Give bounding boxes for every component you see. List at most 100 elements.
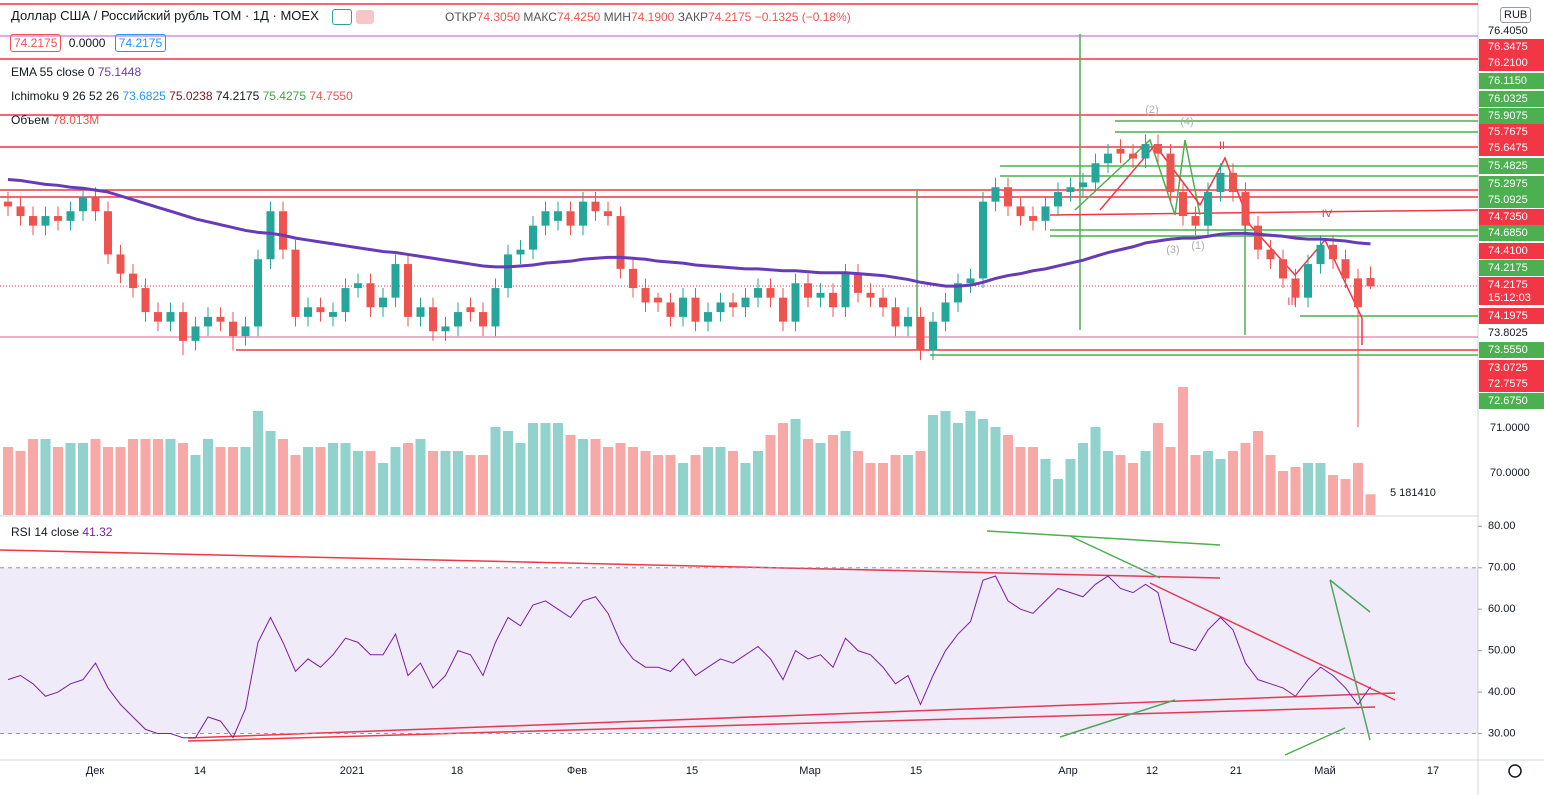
rsi-band bbox=[0, 567, 1478, 734]
volume-bar bbox=[1128, 463, 1138, 515]
wave-path bbox=[1074, 138, 1201, 216]
volume-bar bbox=[1265, 455, 1276, 515]
candle-body bbox=[1004, 187, 1012, 207]
candle-body bbox=[1291, 278, 1300, 298]
volume-bar bbox=[90, 439, 101, 515]
candle-body bbox=[1279, 259, 1287, 279]
volume-bar bbox=[290, 455, 301, 515]
label: ЗАКР bbox=[677, 10, 708, 24]
volume-bar bbox=[1315, 463, 1326, 515]
volume-bar bbox=[690, 455, 701, 515]
wave-label: (1) bbox=[1191, 240, 1204, 252]
volume-bar bbox=[1303, 463, 1313, 515]
symbol[interactable]: Доллар США / Российский рубль TOM · 1Д ·… bbox=[11, 8, 319, 23]
volume-axis-label: 70.0000 bbox=[1490, 467, 1530, 479]
price-marker-bg bbox=[1479, 209, 1544, 225]
volume-bar bbox=[903, 455, 913, 515]
label: EMA 55 close 0 bbox=[11, 65, 95, 79]
candle-body bbox=[929, 321, 937, 351]
price-marker-bg bbox=[1479, 243, 1544, 259]
volume-bar bbox=[378, 463, 388, 515]
candle-body bbox=[941, 302, 950, 322]
volume-bar bbox=[428, 451, 438, 515]
volume-bar bbox=[490, 427, 501, 515]
label: Ichimoku 9 26 52 26 bbox=[11, 89, 120, 103]
price-marker-bg bbox=[1479, 73, 1544, 89]
status-icon[interactable] bbox=[332, 8, 353, 25]
volume-bar bbox=[1203, 451, 1213, 515]
volume-bar bbox=[878, 463, 888, 515]
candle-body bbox=[441, 326, 450, 332]
settings-icon[interactable] bbox=[1508, 764, 1522, 778]
volume-bar bbox=[328, 443, 338, 515]
time-label: Май bbox=[1314, 765, 1336, 777]
price-marker: 75.6475 bbox=[1488, 142, 1528, 154]
volume-bar bbox=[78, 443, 88, 515]
currency-button[interactable]: RUB bbox=[1500, 7, 1532, 23]
volume-bar bbox=[965, 411, 976, 515]
volume-bar bbox=[578, 439, 588, 515]
volume-bar bbox=[803, 439, 813, 515]
volume-bar bbox=[740, 463, 751, 515]
value: 78.013M bbox=[52, 113, 100, 127]
price-marker-bg bbox=[1479, 55, 1544, 71]
candle-body bbox=[579, 201, 587, 226]
candle-body bbox=[1341, 259, 1350, 279]
value: 73.6825 bbox=[122, 89, 166, 103]
price-marker: 74.7350 bbox=[1488, 211, 1528, 223]
time-label: 15 bbox=[686, 765, 698, 777]
rsi-drawing bbox=[0, 549, 1221, 579]
candle-body bbox=[1066, 187, 1075, 193]
candle-body bbox=[291, 249, 300, 317]
volume-bar bbox=[440, 451, 451, 515]
wave-label: (3) bbox=[1166, 244, 1179, 256]
candle-body bbox=[504, 254, 512, 289]
candle-body bbox=[879, 297, 887, 308]
volume-bar bbox=[540, 423, 551, 515]
volume-bar bbox=[1165, 447, 1176, 515]
rsi-drawing bbox=[1059, 699, 1176, 738]
candle-body bbox=[754, 288, 762, 298]
volume-bar bbox=[1290, 467, 1301, 515]
candle-body bbox=[616, 216, 625, 269]
candle-body bbox=[766, 288, 775, 298]
price-marker-bg bbox=[1479, 277, 1544, 293]
volume-bar bbox=[178, 443, 188, 515]
candle-body bbox=[791, 283, 800, 322]
volume-bar bbox=[115, 447, 126, 515]
volume-bar bbox=[565, 435, 576, 515]
volume-bar bbox=[365, 451, 376, 515]
price-marker: 75.7675 bbox=[1488, 126, 1528, 138]
volume-bar bbox=[465, 455, 476, 515]
volume-bar bbox=[678, 463, 688, 515]
volume-bar bbox=[840, 431, 851, 515]
countdown: 15:12:03 bbox=[1488, 292, 1531, 304]
rsi-tick-label: 30.00 bbox=[1488, 727, 1516, 739]
candle-body bbox=[816, 292, 825, 298]
volume-bar bbox=[340, 443, 351, 515]
candle-body bbox=[904, 316, 912, 327]
bid-box[interactable]: 74.2175 bbox=[10, 34, 62, 52]
candle-body bbox=[166, 312, 175, 322]
value: 74.1900 bbox=[630, 10, 675, 24]
volume-bar bbox=[1190, 455, 1201, 515]
candle-body bbox=[891, 307, 900, 327]
volume-bar bbox=[915, 451, 926, 515]
candle-body bbox=[79, 196, 87, 212]
candle-body bbox=[854, 273, 862, 293]
rsi-tick-label: 60.00 bbox=[1488, 603, 1516, 615]
candle-body bbox=[1329, 244, 1337, 260]
status-icon[interactable] bbox=[356, 9, 375, 24]
volume-bar bbox=[990, 427, 1001, 515]
volume-bar bbox=[1253, 431, 1263, 515]
price-marker-bg bbox=[1479, 225, 1544, 241]
price-marker: 73.8025 bbox=[1488, 327, 1528, 339]
candle-body bbox=[104, 211, 112, 255]
volume-bar bbox=[3, 447, 13, 515]
candle-body bbox=[1091, 163, 1100, 183]
symbol-row: Доллар США / Российский рубль TOM · 1Д ·… bbox=[11, 8, 375, 25]
ask-box[interactable]: 74.2175 bbox=[114, 34, 167, 52]
volume-legend: Объем 78.013M bbox=[11, 113, 99, 127]
price-marker: 73.5550 bbox=[1488, 344, 1528, 356]
